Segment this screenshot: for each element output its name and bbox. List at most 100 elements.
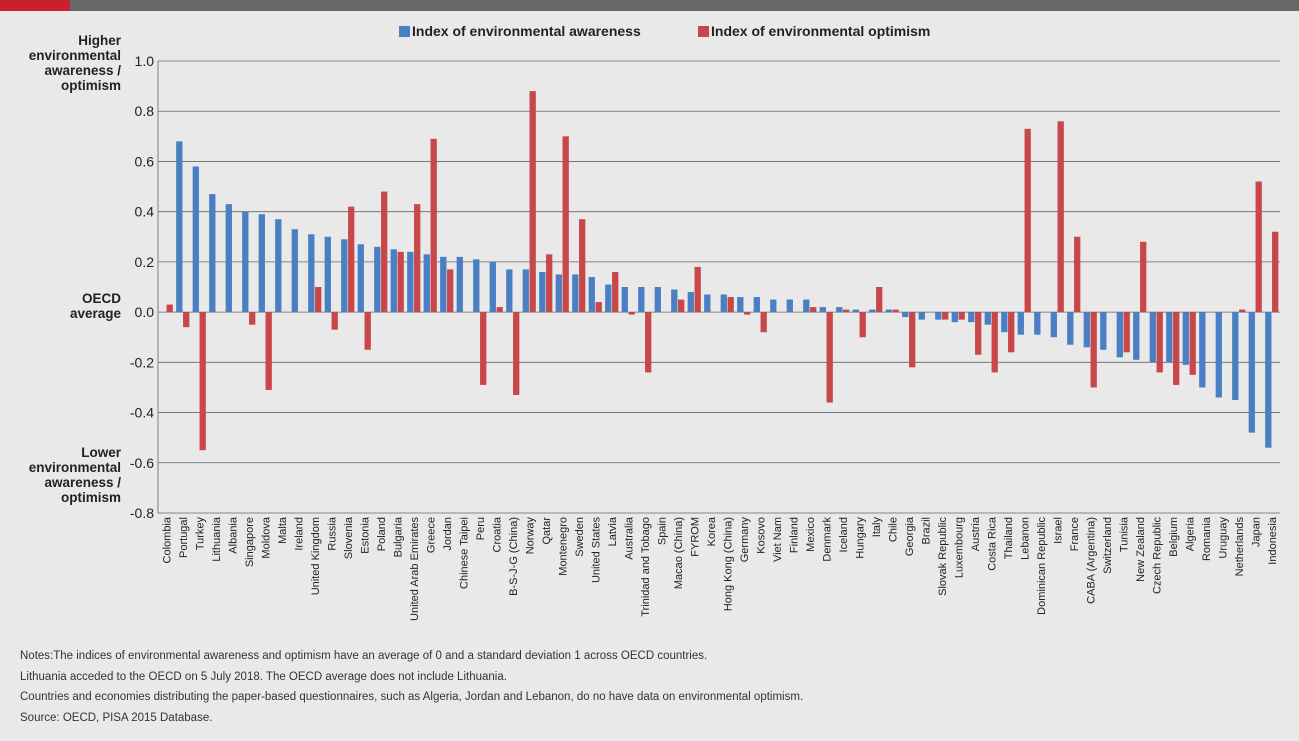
bar-optimism <box>975 312 982 355</box>
bar-awareness <box>803 299 810 313</box>
x-tick-label: CABA (Argentina) <box>1085 517 1097 604</box>
note-line: Notes:The indices of environmental aware… <box>20 650 708 662</box>
x-tick-label: United States <box>590 517 602 584</box>
bar-awareness <box>275 219 282 313</box>
x-tick-label: Estonia <box>359 516 371 554</box>
legend-label: Index of environmental optimism <box>711 23 930 39</box>
legend-swatch-optimism <box>698 26 709 37</box>
bar-optimism <box>1239 309 1246 313</box>
bar-optimism <box>859 312 866 338</box>
x-tick-label: Viet Nam <box>772 517 784 562</box>
bar-optimism <box>678 299 685 313</box>
x-tick-label: Uruguay <box>1217 517 1229 559</box>
y-label-higher: environmental <box>29 48 121 63</box>
x-tick-label: Australia <box>623 516 635 560</box>
notes: Notes:The indices of environmental aware… <box>20 646 1280 728</box>
x-tick-label: Macao (China) <box>673 517 685 589</box>
x-tick-label: Qatar <box>541 517 553 545</box>
x-tick-label: Trinidad and Tobago <box>640 517 652 617</box>
bar-awareness <box>885 309 892 313</box>
x-tick-label: Spain <box>656 517 668 545</box>
bar-optimism <box>727 297 734 313</box>
bar-awareness <box>308 234 315 313</box>
bar-awareness <box>572 274 579 313</box>
x-tick-label: Latvia <box>607 516 619 546</box>
bar-awareness <box>704 294 711 313</box>
x-tick-label: Brazil <box>920 517 932 545</box>
x-tick-label: Jordan <box>442 517 454 551</box>
bar-awareness <box>390 249 397 313</box>
x-tick-label: Finland <box>788 517 800 553</box>
x-tick-label: Slovenia <box>343 516 355 559</box>
y-tick-label: 0.2 <box>135 254 155 270</box>
note-line: Countries and economies distributing the… <box>20 691 804 703</box>
y-tick-label: 0.0 <box>135 304 155 320</box>
bar-optimism <box>694 266 701 313</box>
bar-awareness <box>341 239 348 313</box>
bar-awareness <box>407 251 414 313</box>
bar-optimism <box>579 219 586 313</box>
header-bar <box>0 0 1299 11</box>
bar-optimism <box>628 312 635 315</box>
bar-awareness <box>522 269 529 313</box>
x-tick-label: Lebanon <box>1019 517 1031 560</box>
x-tick-label: Austria <box>970 516 982 551</box>
bar-awareness <box>852 309 859 313</box>
bar-awareness <box>324 236 331 313</box>
bar-awareness <box>209 194 216 313</box>
y-label-higher: awareness / <box>44 63 121 78</box>
y-label-higher: optimism <box>61 78 121 93</box>
bar-optimism <box>249 312 256 325</box>
x-tick-label: Peru <box>475 517 487 540</box>
bar-optimism <box>315 287 322 313</box>
bar-optimism <box>810 307 817 313</box>
bar-awareness <box>1050 312 1057 338</box>
bar-awareness <box>1100 312 1107 350</box>
y-tick-label: 0.6 <box>135 153 155 169</box>
bar-optimism <box>942 312 949 320</box>
bar-optimism <box>348 206 355 313</box>
x-tick-label: Bulgaria <box>392 516 404 557</box>
bar-awareness <box>638 287 645 313</box>
bar-awareness <box>1199 312 1206 388</box>
x-tick-label: Algeria <box>1184 516 1196 551</box>
bar-optimism <box>265 312 272 390</box>
bar-optimism <box>546 254 553 313</box>
bar-optimism <box>1140 241 1147 313</box>
x-tick-label: Israel <box>1052 517 1064 544</box>
bar-optimism <box>958 312 965 320</box>
x-tick-label: Czech Republic <box>1151 517 1163 595</box>
y-label-lower: Lower <box>81 445 122 460</box>
bar-optimism <box>843 309 850 313</box>
bar-optimism <box>826 312 833 403</box>
bar-optimism <box>876 287 883 313</box>
bar-awareness <box>225 204 232 313</box>
x-tick-label: Belgium <box>1168 517 1180 557</box>
x-tick-label: Albania <box>227 516 239 554</box>
x-tick-label: Indonesia <box>1267 516 1279 565</box>
bar-optimism <box>1123 312 1130 353</box>
x-tick-label: Portugal <box>178 517 190 558</box>
bar-awareness <box>489 261 496 313</box>
bar-optimism <box>1090 312 1097 388</box>
x-tick-label: Poland <box>376 517 388 551</box>
bar-optimism <box>1057 121 1064 313</box>
bar-optimism <box>1074 236 1081 313</box>
bar-optimism <box>397 251 404 313</box>
x-tick-label: Dominican Republic <box>1036 517 1048 615</box>
bar-optimism <box>1173 312 1180 385</box>
bar-awareness <box>291 229 298 313</box>
bar-awareness <box>555 274 562 313</box>
bar-awareness <box>968 312 975 323</box>
bar-awareness <box>935 312 942 320</box>
y-tick-label: -0.4 <box>130 405 154 421</box>
x-tick-label: Georgia <box>904 516 916 556</box>
x-tick-label: Kosovo <box>755 517 767 554</box>
bar-awareness <box>440 256 447 313</box>
bar-awareness <box>258 214 265 313</box>
bar-optimism <box>1156 312 1163 373</box>
bar-optimism <box>529 91 536 313</box>
bar-awareness <box>357 244 364 313</box>
bar-awareness <box>473 259 480 313</box>
y-label-lower: environmental <box>29 460 121 475</box>
